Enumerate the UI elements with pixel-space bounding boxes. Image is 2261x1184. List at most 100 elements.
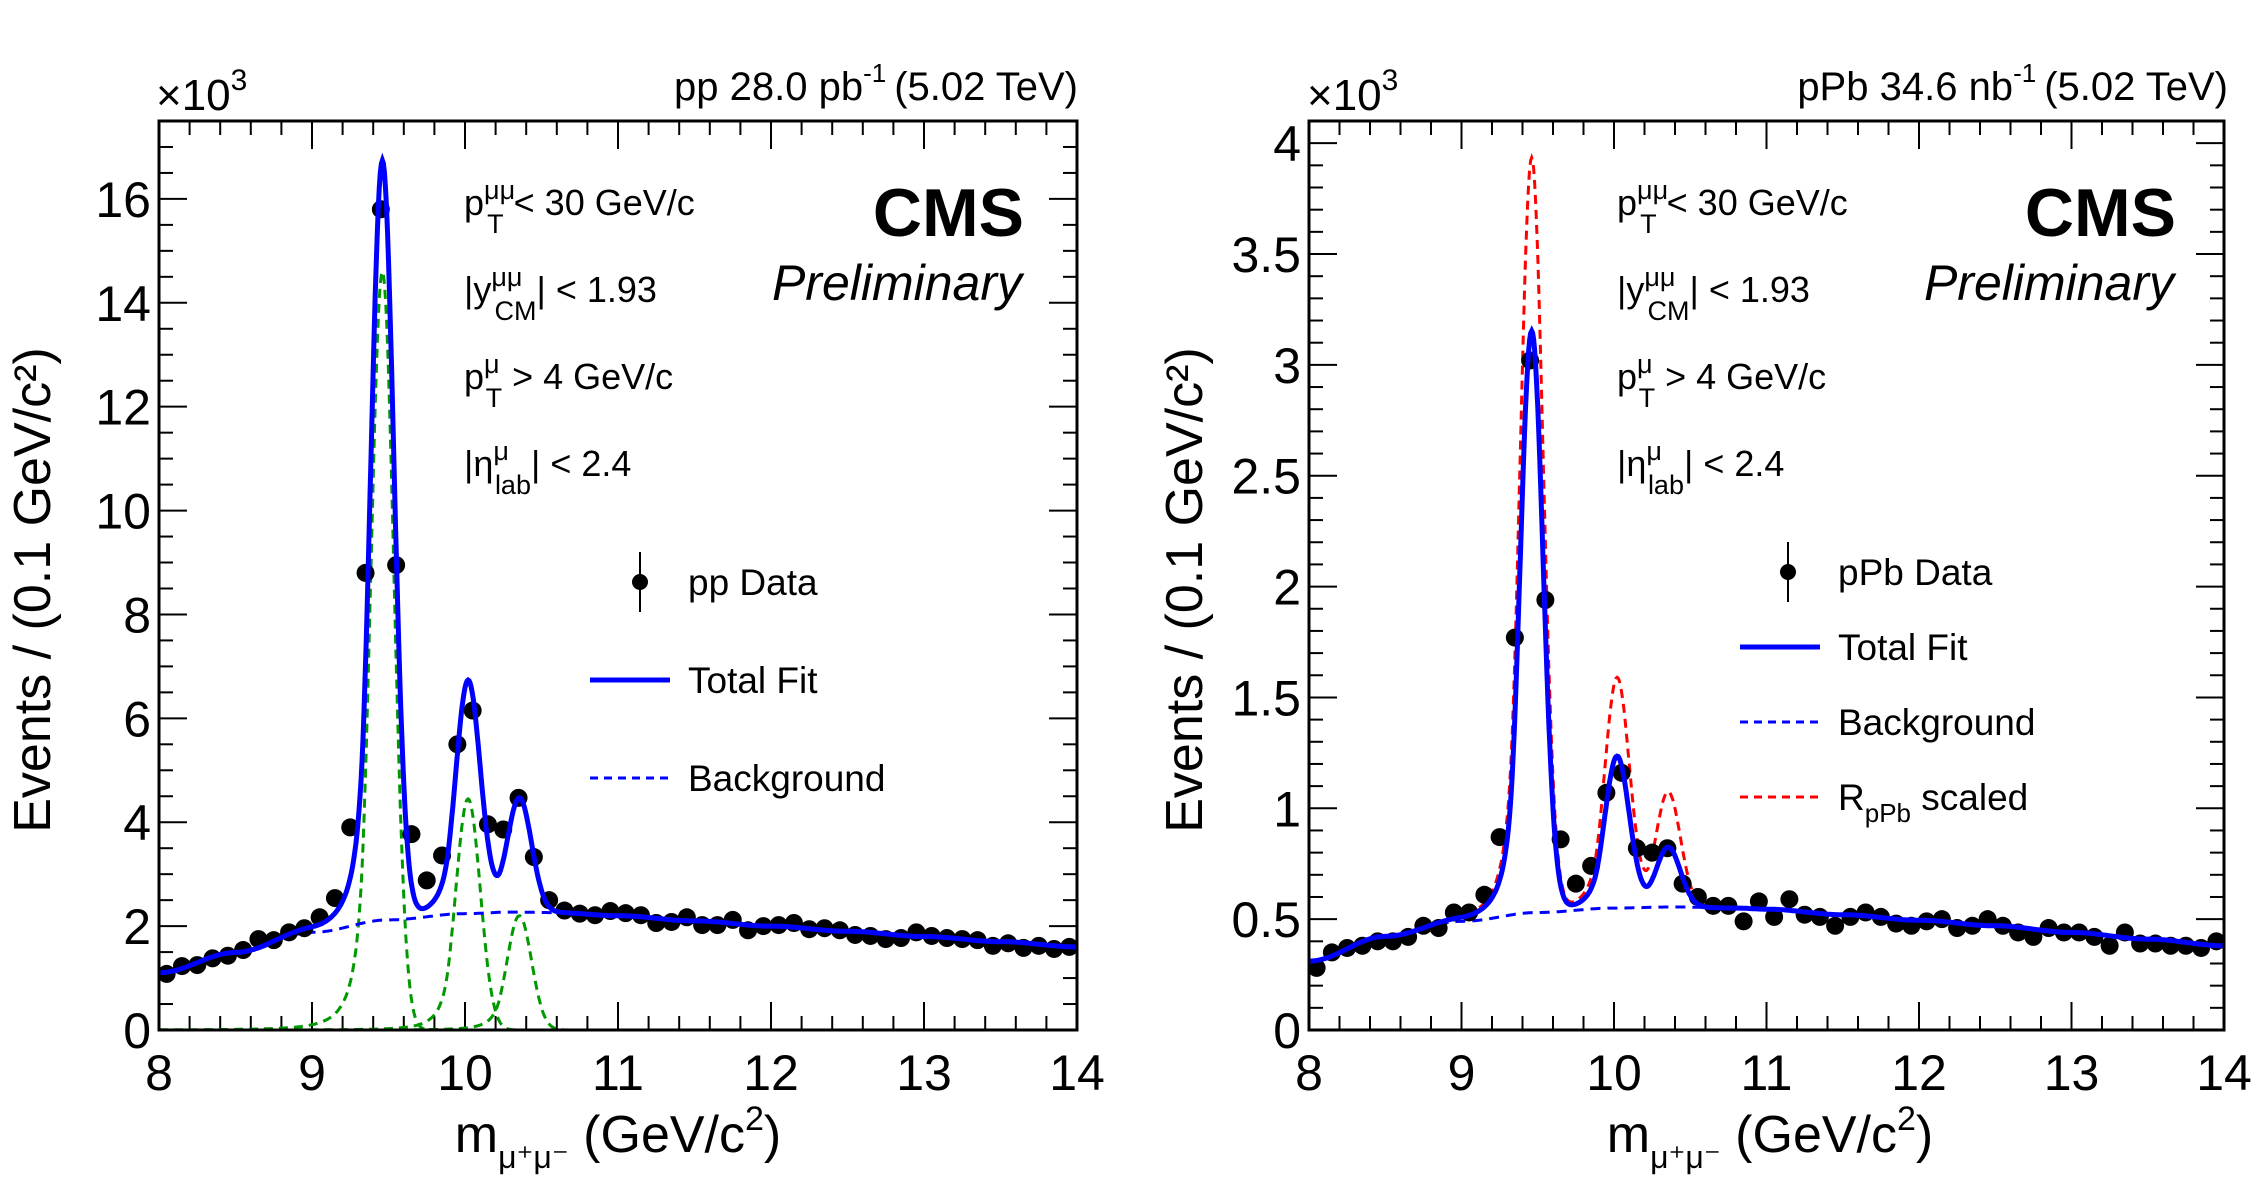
legend-pp: pp Data Total Fit Background	[590, 552, 885, 799]
y-tick-label: 16	[95, 172, 151, 228]
data-point	[2024, 927, 2043, 946]
x-axis-title: mμ⁺μ⁻ (GeV/c2)	[455, 1100, 782, 1175]
selection-cuts: pμμ T < 30 GeV/c |yμμ CM| < 1.93 pμ T > 4 GeV…	[1617, 175, 1848, 500]
data-point	[1505, 628, 1524, 647]
signal-peak-curve	[159, 266, 1077, 1030]
total-fit-curve	[1309, 325, 2224, 964]
x-tick-label: 8	[1295, 1045, 1323, 1101]
y-tick-label: 2	[1273, 560, 1301, 616]
x-tick-label: 13	[2044, 1045, 2100, 1101]
y-tick-label: 12	[95, 380, 151, 436]
cut-label: |ημ lab| < 2.4	[1617, 436, 1784, 500]
x-tick-label: 8	[145, 1045, 173, 1101]
panel-pp: ×103 pp 28.0 pb-1 (5.02 TeV) CMS Prelimin…	[4, 58, 1105, 1175]
panel-ppb: ×103 pPb 34.6 nb-1 (5.02 TeV) CMS Prelimi…	[1156, 58, 2252, 1175]
cms-label: CMS	[873, 175, 1024, 251]
legend-item: pPb Data	[1780, 542, 1993, 602]
data-point	[1490, 828, 1509, 847]
curves	[1309, 153, 2224, 977]
legend-item: pp Data	[632, 552, 818, 612]
legend-label: Background	[1838, 702, 2035, 743]
x-tick-label: 10	[437, 1045, 493, 1101]
cut-label: pμ T > 4 GeV/c	[1617, 349, 1826, 413]
plot-frame	[1307, 119, 2226, 1032]
legend-item: Total Fit	[590, 660, 818, 701]
data-point	[1749, 892, 1768, 911]
x-tick-label: 14	[2196, 1045, 2252, 1101]
data-point	[1734, 912, 1753, 931]
y-tick-label: 10	[95, 484, 151, 540]
data-point	[1566, 874, 1585, 893]
y-axis-title: Events / (0.1 GeV/c²)	[4, 347, 62, 833]
x-tick-label: 14	[1049, 1045, 1105, 1101]
cms-label: CMS	[2025, 175, 2176, 251]
data-point	[2100, 936, 2119, 955]
y-tick-label: 4	[1273, 116, 1301, 172]
data-point	[417, 871, 436, 890]
y-tick-label: 0.5	[1231, 892, 1301, 948]
data-point	[1780, 890, 1799, 909]
legend-item: Total Fit	[1740, 627, 1968, 668]
y-tick-label: 2.5	[1231, 449, 1301, 505]
data-point	[616, 904, 635, 923]
y-tick-label: 1.5	[1231, 670, 1301, 726]
cut-label: |yμμ CM| < 1.93	[464, 262, 657, 326]
y-tick-label: 14	[95, 276, 151, 332]
y-tick-label: 1	[1273, 781, 1301, 837]
data-point	[1643, 843, 1662, 862]
x-tick-label: 13	[896, 1045, 952, 1101]
y-tick-label: 0	[123, 1003, 151, 1059]
y-multiplier: ×103	[156, 64, 247, 120]
x-tick-label: 9	[1448, 1045, 1476, 1101]
legend-label: Background	[688, 758, 885, 799]
legend-item: RpPb scaled	[1740, 777, 2028, 828]
x-tick-label: 10	[1586, 1045, 1642, 1101]
legend-label: Total Fit	[688, 660, 818, 701]
y-tick-label: 3.5	[1231, 227, 1301, 283]
x-tick-label: 11	[592, 1045, 644, 1101]
x-tick-label: 12	[1891, 1045, 1947, 1101]
data-point	[1045, 939, 1064, 958]
x-tick-label: 9	[298, 1045, 326, 1101]
cut-label: pμ T > 4 GeV/c	[464, 349, 673, 413]
y-tick-label: 0	[1273, 1003, 1301, 1059]
plot-area-pp	[157, 119, 1079, 1032]
legend-label: pp Data	[688, 562, 818, 603]
legend-item: Background	[1740, 702, 2035, 743]
data-point	[1826, 916, 1845, 935]
lumi-label: pPb 34.6 nb-1 (5.02 TeV)	[1797, 58, 2228, 109]
legend-label: Total Fit	[1838, 627, 1968, 668]
cut-label: |yμμ CM| < 1.93	[1617, 262, 1810, 326]
y-axis-title: Events / (0.1 GeV/c²)	[1156, 347, 1214, 833]
total-fit-curve	[159, 152, 1077, 976]
x-tick-label: 12	[743, 1045, 799, 1101]
data-point	[1765, 907, 1784, 926]
y-tick-label: 6	[123, 691, 151, 747]
preliminary-label: Preliminary	[772, 255, 1025, 311]
plot-area-ppb	[1307, 119, 2226, 1032]
legend-label: pPb Data	[1838, 552, 1993, 593]
plot-frame	[157, 119, 1079, 1032]
y-tick-label: 8	[123, 587, 151, 643]
preliminary-label: Preliminary	[1924, 255, 2177, 311]
legend-item: Background	[590, 758, 885, 799]
legend-ppb: pPb Data Total Fit Background RpPb scaled	[1740, 542, 2035, 828]
selection-cuts: pμμ T < 30 GeV/c |yμμ CM| < 1.93 pμ T > 4 GeV…	[464, 175, 695, 500]
lumi-label: pp 28.0 pb-1 (5.02 TeV)	[674, 58, 1078, 109]
y-tick-label: 3	[1273, 338, 1301, 394]
y-multiplier: ×103	[1307, 64, 1398, 120]
x-tick-label: 11	[1741, 1045, 1793, 1101]
cut-label: |ημ lab| < 2.4	[464, 436, 631, 500]
data-point	[677, 908, 696, 927]
x-axis-title: mμ⁺μ⁻ (GeV/c2)	[1607, 1100, 1934, 1175]
cut-label: pμμ T < 30 GeV/c	[1617, 175, 1848, 239]
data-point	[1309, 958, 1326, 977]
cut-label: pμμ T < 30 GeV/c	[464, 175, 695, 239]
legend-marker	[1780, 564, 1796, 580]
legend-marker	[632, 574, 648, 590]
y-tick-label: 4	[123, 795, 151, 851]
data-point	[846, 925, 865, 944]
legend-label: RpPb scaled	[1838, 777, 2028, 828]
y-tick-label: 2	[123, 899, 151, 955]
